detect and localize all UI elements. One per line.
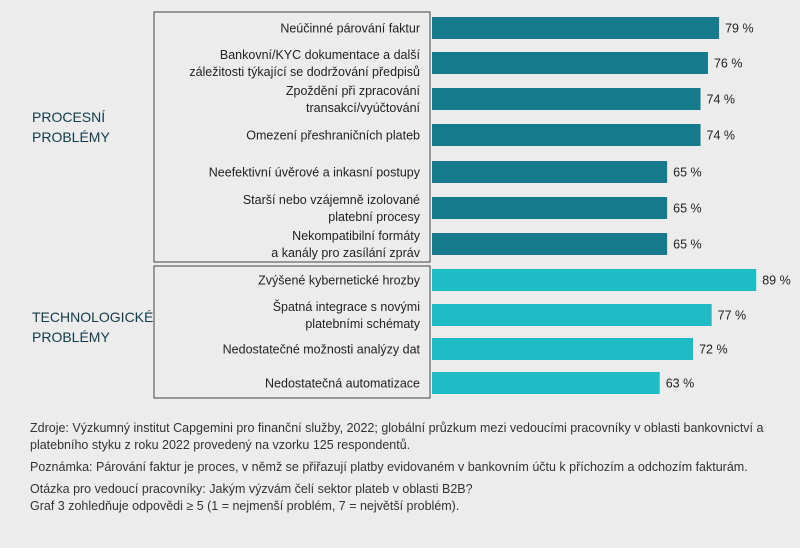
question-text: Otázka pro vedoucí pracovníky: Jakým výz… [30, 482, 473, 496]
category-label: Zpoždění při zpracování [286, 84, 421, 98]
bar [432, 233, 668, 255]
bar [432, 304, 712, 326]
source-note: Zdroje: Výzkumný institut Capgemini pro … [30, 421, 764, 452]
scale-text: Graf 3 zohledňuje odpovědi ≥ 5 (1 = nejm… [30, 499, 460, 513]
group-label: PROCESNÍ [32, 109, 105, 125]
bar [432, 269, 757, 291]
category-label: Špatná integrace s novými [273, 299, 420, 314]
group-label: TECHNOLOGICKÉ [32, 309, 153, 325]
category-label: a kanály pro zasílání zpráv [271, 246, 420, 260]
bar-value-label: 72 % [699, 343, 728, 357]
bar-value-label: 79 % [725, 22, 754, 36]
bar-value-label: 65 % [673, 202, 702, 216]
category-label: Nekompatibilní formáty [292, 229, 421, 243]
category-label: Nedostatečná automatizace [265, 377, 420, 391]
bar [432, 372, 660, 394]
bar-value-label: 89 % [762, 274, 791, 288]
group-frame [153, 265, 431, 399]
category-label: Bankovní/KYC dokumentace a další [220, 48, 421, 62]
bar [432, 338, 694, 360]
bar [432, 17, 720, 39]
group-label: PROBLÉMY [32, 329, 110, 345]
bar-value-label: 76 % [714, 57, 743, 71]
category-label: záležitosti týkající se dodržování předp… [189, 65, 420, 79]
category-label: Neúčinné párování faktur [280, 22, 420, 36]
category-label: Nedostatečné možnosti analýzy dat [223, 343, 421, 357]
bar-value-label: 74 % [707, 129, 736, 143]
category-label: platební procesy [328, 210, 420, 224]
group-label: PROBLÉMY [32, 129, 110, 145]
bar [432, 88, 701, 110]
category-label: Starší nebo vzájemně izolované [243, 193, 420, 207]
category-label: transakcí/vyúčtování [306, 101, 420, 115]
bar-value-label: 74 % [707, 93, 736, 107]
definition-note: Poznámka: Párování faktur je proces, v n… [30, 460, 748, 474]
group-frame [153, 11, 431, 263]
bar-value-label: 63 % [666, 377, 695, 391]
category-label: Zvýšené kybernetické hrozby [258, 274, 421, 288]
bar [432, 197, 668, 219]
challenges-bar-chart: PROCESNÍ PROBLÉMY 79 % Neúčinné párování fa… [32, 11, 791, 399]
bar [432, 161, 668, 183]
question-note: Otázka pro vedoucí pracovníky: Jakým výz… [30, 481, 780, 515]
chart-notes: Zdroje: Výzkumný institut Capgemini pro … [30, 420, 780, 520]
category-label: Neefektivní úvěrové a inkasní postupy [209, 166, 421, 180]
category-label: Omezení přeshraničních plateb [246, 129, 420, 143]
bar-value-label: 65 % [673, 166, 702, 180]
bar-value-label: 77 % [718, 309, 747, 323]
bar [432, 52, 708, 74]
category-label: platebními schématy [305, 317, 420, 331]
bar [432, 124, 701, 146]
bar-value-label: 65 % [673, 238, 702, 252]
